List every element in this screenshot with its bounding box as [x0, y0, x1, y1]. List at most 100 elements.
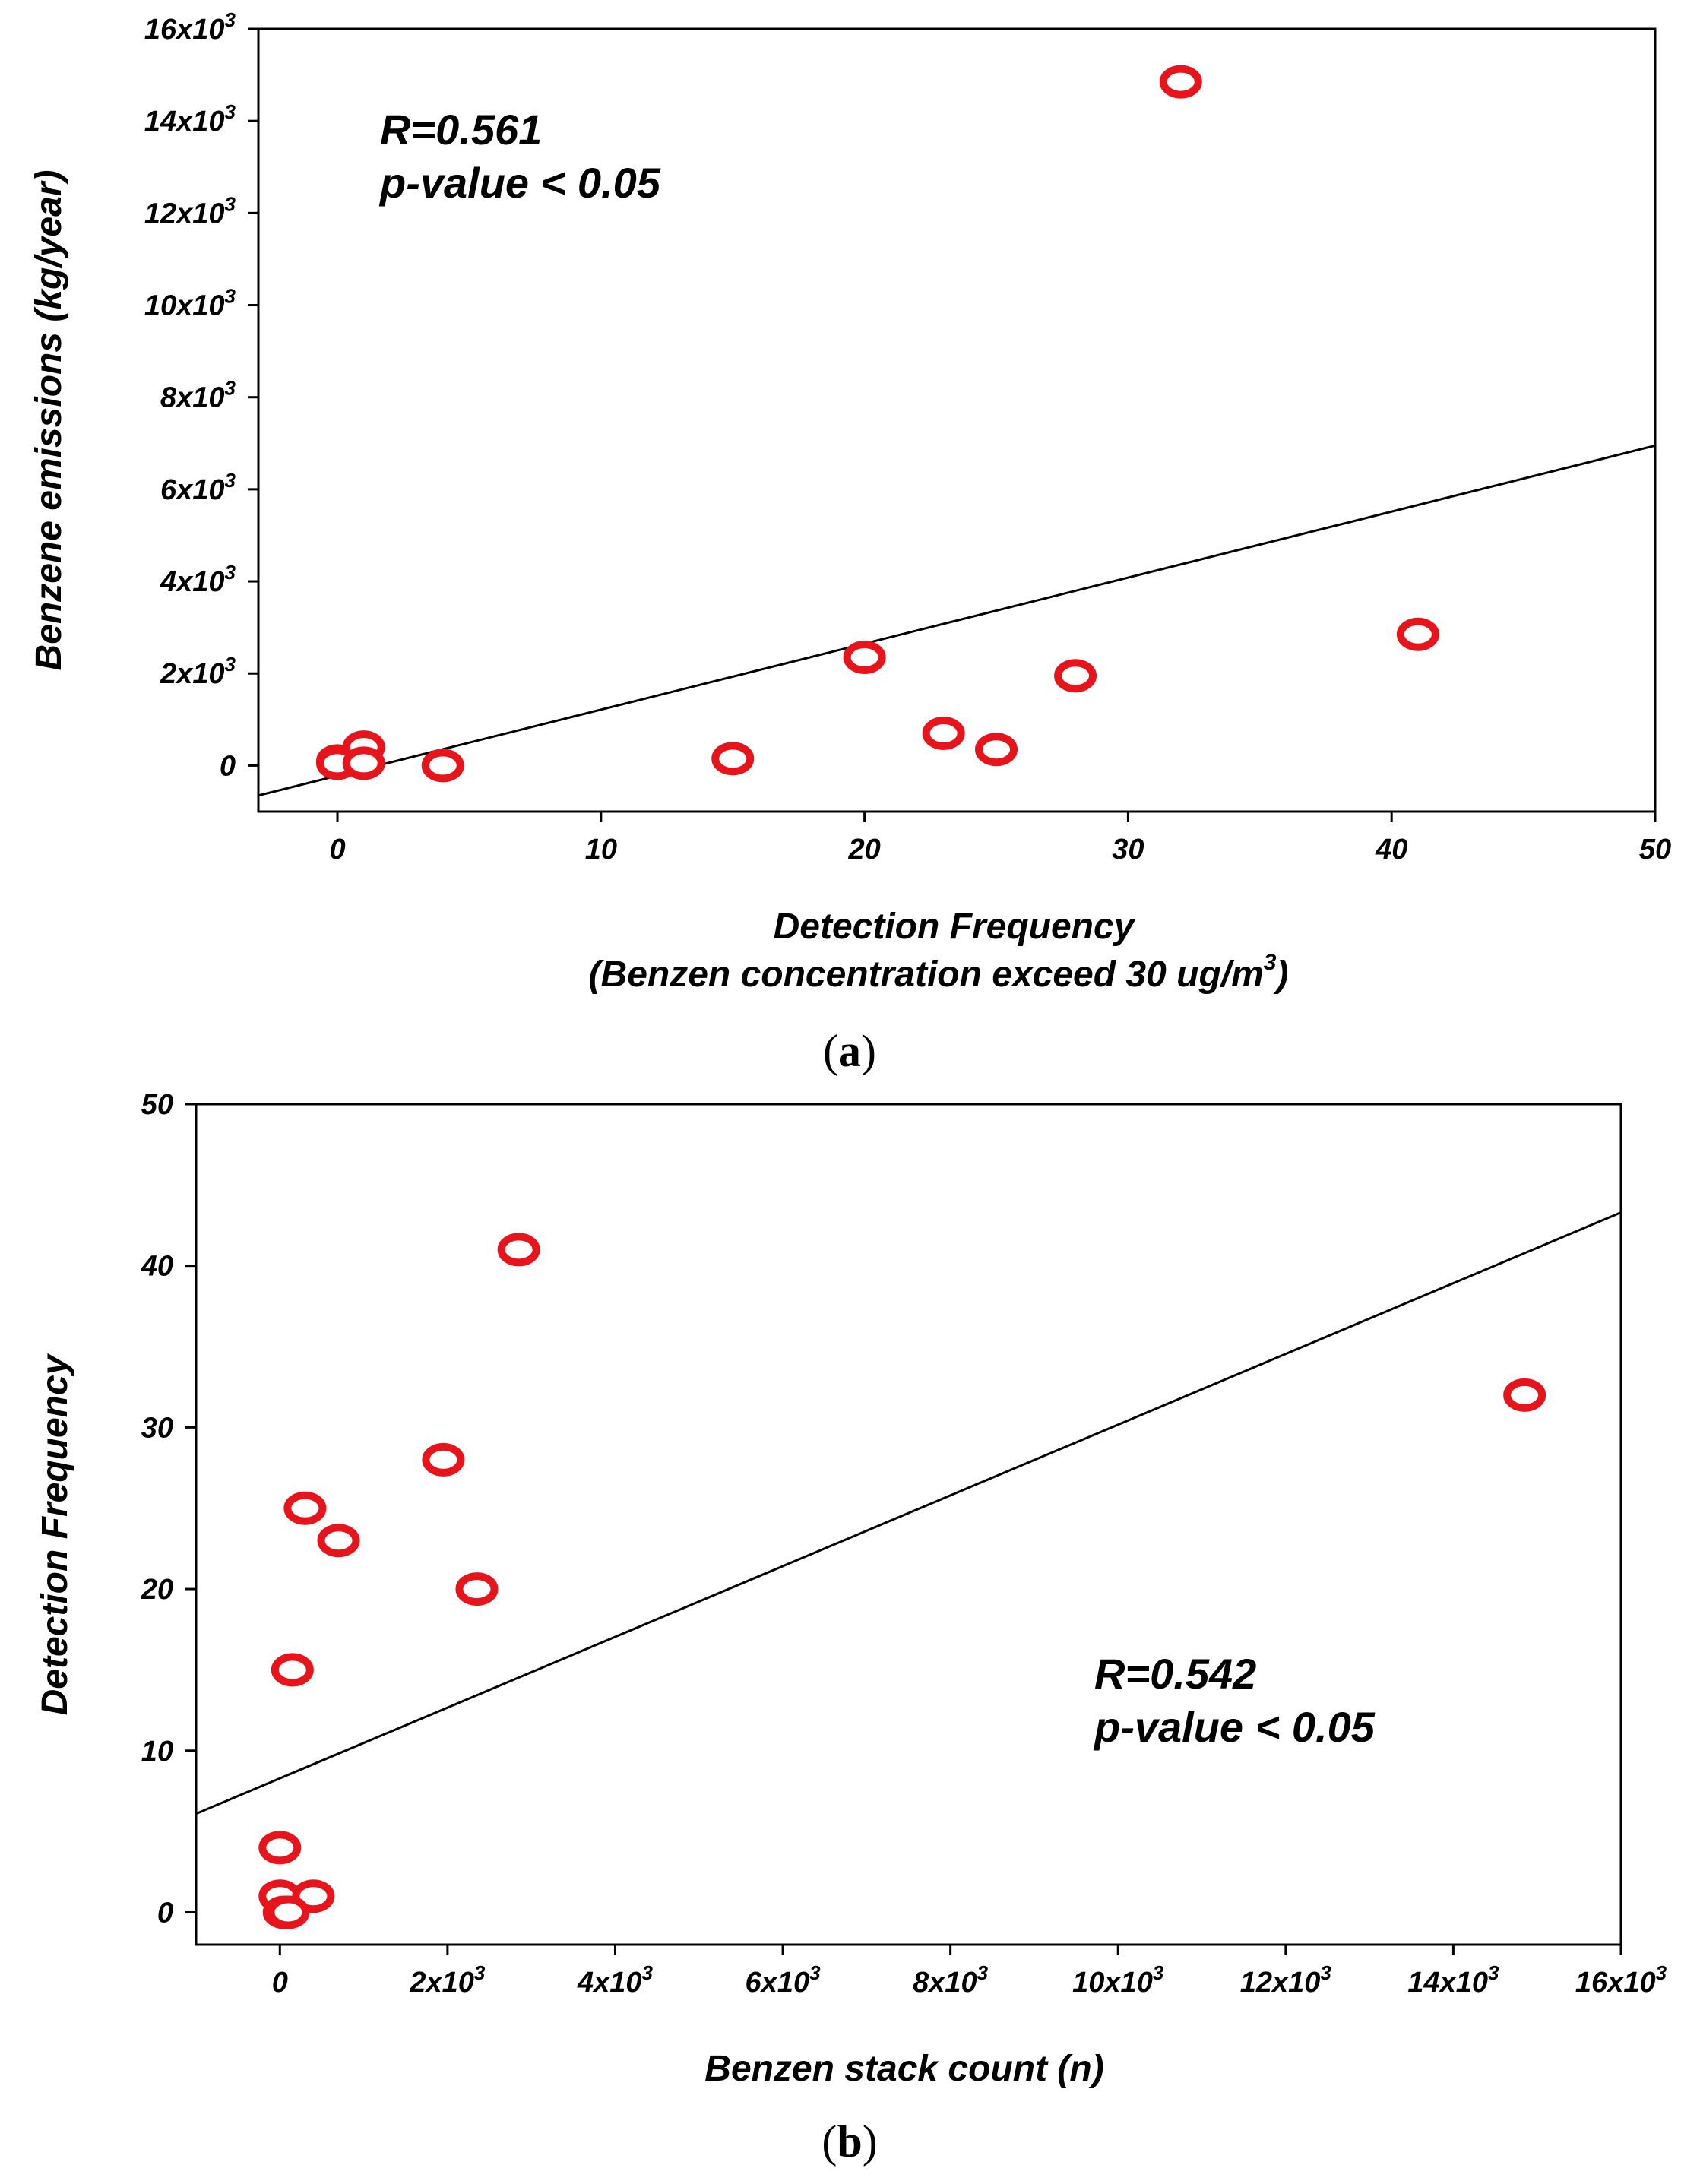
panel-a-data-point — [1159, 65, 1202, 99]
panel-a-y-tick-label: 10x103 — [144, 285, 236, 322]
panel-b-x-tick-label: 6x103 — [746, 1961, 822, 1999]
panel-a-data-point — [1054, 659, 1097, 693]
panel-a-y-tick-label-exp: 3 — [225, 561, 236, 584]
panel-a-data-point — [922, 717, 965, 750]
panel-b-x-tick-label-base: 16x10 — [1575, 1967, 1656, 1999]
panel-a-x-tick-label: 30 — [1112, 834, 1144, 866]
panel-a-y-axis-title: Benzene emissions (kg/year) — [29, 170, 69, 671]
panel-a-y-tick-label: 6x103 — [160, 469, 236, 506]
panel-a-y-tick-label-exp: 3 — [225, 192, 236, 215]
panel-a-y-tick-label-exp: 3 — [225, 285, 236, 308]
panel-a-p-value: p-value < 0.05 — [378, 159, 661, 207]
panel-a-data-point — [421, 749, 464, 783]
panel-a-x-subtitle-main: (Benzen concentration exceed 30 ug/m — [589, 954, 1264, 995]
panel-b-regression-line — [195, 1211, 1622, 1815]
panel-a-plot-frame — [257, 27, 1657, 813]
panel-a-x-subtitle-sup: 3 — [1264, 950, 1277, 975]
panel-a-data-point — [342, 746, 385, 780]
panel-b-y-tick-label: 0 — [157, 1897, 173, 1929]
panel-b-x-tick-label-base: 2x10 — [409, 1967, 474, 1999]
panel-b-x-tick-label-exp: 3 — [809, 1961, 821, 1984]
panel-b-y-axis-title: Detection Frequency — [35, 1353, 75, 1715]
panel-a-x-ticks: 0 10 20 30 40 50 — [329, 812, 1671, 866]
panel-b-y-tick-label: 10 — [141, 1736, 173, 1768]
panel-a-regression-line — [258, 444, 1656, 797]
panel-a-x-tick-label: 40 — [1375, 834, 1407, 866]
panel-b-y-tick-label: 30 — [141, 1412, 173, 1444]
panel-b-y-tick-label: 40 — [141, 1251, 173, 1283]
panel-a-x-axis-subtitle: (Benzen concentration exceed 30 ug/m3) — [589, 950, 1289, 995]
panel-a-r-value: R=0.561 — [380, 106, 542, 154]
panel-b-x-tick-label-base: 6x10 — [746, 1967, 810, 1999]
panel-b-x-axis-title: Benzen stack count (n) — [704, 2049, 1103, 2089]
panel-a-y-tick-label: 4x103 — [160, 561, 236, 598]
panel-a-label: (a) — [823, 1026, 876, 1076]
panel-a-y-tick-label: 2x103 — [160, 653, 236, 690]
panel-a-y-tick-label-exp: 3 — [225, 653, 236, 676]
panel-b-label: (b) — [822, 2116, 877, 2167]
panel-a-y-tick-label-exp: 3 — [225, 469, 236, 492]
panel-a-y-tick-label-exp: 3 — [225, 8, 236, 31]
panel-b-x-tick-label-base: 12x10 — [1240, 1967, 1321, 1999]
panel-b-p-value: p-value < 0.05 — [1093, 1703, 1376, 1751]
panel-b-x-tick-label-exp: 3 — [642, 1961, 654, 1984]
panel-b-x-tick-label: 4x103 — [577, 1961, 654, 1999]
panel-a-y-tick-label-base: 14x10 — [144, 106, 225, 138]
panel-a-x-tick-label: 10 — [585, 834, 617, 866]
panel-b-x-tick-label-base: 0 — [272, 1967, 288, 1999]
panel-b-x-tick-label: 0 — [272, 1967, 288, 1999]
panel-b-x-tick-label-exp: 3 — [474, 1961, 486, 1984]
panel-a-data-point — [843, 641, 886, 675]
panel-b-x-tick-label-exp: 3 — [1153, 1961, 1164, 1984]
panel-a-y-tick-label: 0 — [220, 750, 236, 782]
panel-b-x-tick-label: 12x103 — [1240, 1961, 1332, 1999]
panel-a-y-tick-label: 16x103 — [144, 8, 236, 46]
panel-b-x-tick-label-base: 10x10 — [1072, 1967, 1153, 1999]
panel-a-y-tick-label-exp: 3 — [225, 100, 236, 123]
panel-a-y-tick-label-base: 2x10 — [160, 658, 225, 690]
panel-a-y-tick-label-base: 16x10 — [144, 14, 225, 46]
panel-b-data-point — [267, 1895, 310, 1929]
panel-b-x-tick-label-exp: 3 — [1656, 1961, 1667, 1984]
panel-b-data-point — [317, 1524, 360, 1558]
panel-a-y-tick-label-base: 4x10 — [160, 566, 225, 598]
panel-a-x-tick-label: 50 — [1639, 834, 1671, 866]
panel-b-x-ticks: 0 2x103 4x103 6x103 8x103 10x103 12x103 14x103 1… — [272, 1945, 1667, 1999]
panel-a-y-tick-label-base: 12x10 — [144, 198, 225, 229]
panel-b-points — [258, 1233, 1546, 1929]
panel-b-x-tick-label-exp: 3 — [1320, 1961, 1331, 1984]
panel-a-data-point — [711, 742, 755, 776]
panel-b-data-point — [422, 1442, 465, 1477]
panel-b-x-tick-label-exp: 3 — [1488, 1961, 1499, 1984]
panel-b-data-point — [455, 1572, 499, 1606]
panel-a-y-tick-label: 12x103 — [144, 192, 236, 229]
panel-a-x-axis-title: Detection Frequency — [774, 907, 1136, 947]
panel-a-y-tick-label-base: 6x10 — [160, 474, 225, 506]
panel-a-x-subtitle-end: ) — [1272, 954, 1288, 995]
panel-a-y-ticks: 02x1034x1036x1038x10310x10312x10314x1031… — [144, 8, 258, 782]
panel-a-points — [316, 65, 1439, 783]
panel-b-x-tick-label-base: 4x10 — [577, 1967, 642, 1999]
panel-b-data-point — [283, 1491, 327, 1525]
panel-b-x-tick-label-exp: 3 — [977, 1961, 989, 1984]
panel-b-x-tick-label-base: 14x10 — [1407, 1967, 1488, 1999]
panel-a-y-tick-label-base: 10x10 — [144, 290, 225, 322]
panel-b-x-tick-label-base: 8x10 — [913, 1967, 977, 1999]
panel-b-y-tick-label: 50 — [141, 1089, 173, 1121]
panel-b-x-tick-label: 14x103 — [1407, 1961, 1499, 1999]
panel-a-y-tick-label-base: 8x10 — [160, 382, 225, 414]
panel-a-chart: 02x1034x1036x1038x10310x10312x10314x1031… — [29, 8, 1671, 1076]
panel-b-data-point — [497, 1233, 540, 1267]
panel-a-x-tick-label: 20 — [847, 834, 880, 866]
panel-b-x-tick-label: 2x103 — [409, 1961, 486, 1999]
panel-b-data-point — [1503, 1378, 1546, 1412]
panel-b-y-tick-label: 20 — [141, 1574, 173, 1606]
panel-b-plot-frame — [195, 1103, 1622, 1946]
panel-a-y-tick-label-base: 0 — [220, 750, 236, 782]
panel-b-x-tick-label: 16x103 — [1575, 1961, 1667, 1999]
panel-a-data-point — [1396, 617, 1439, 651]
panel-b-y-ticks: 0 10 20 30 40 50 — [141, 1089, 196, 1929]
panel-a-y-tick-label-exp: 3 — [225, 377, 236, 400]
